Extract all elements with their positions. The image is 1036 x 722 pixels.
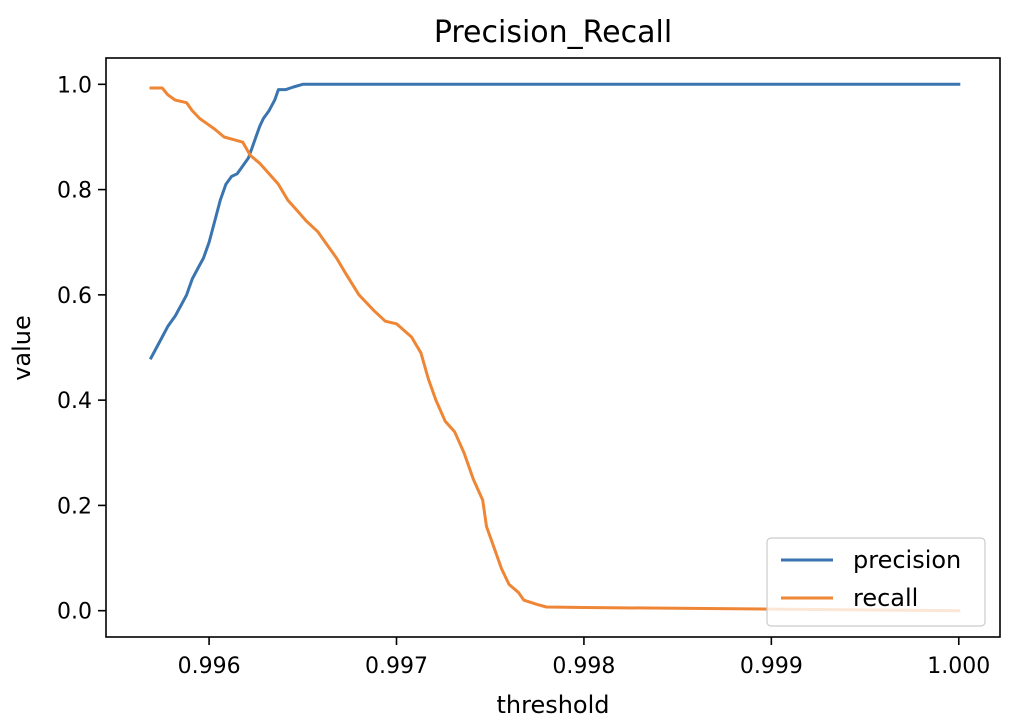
y-tick-label: 0.4	[57, 389, 92, 414]
y-tick-label: 0.8	[57, 179, 92, 204]
y-axis-label: value	[8, 315, 36, 381]
y-tick-label: 0.2	[57, 494, 92, 519]
chart-title: Precision_Recall	[434, 15, 672, 50]
series-layer	[148, 82, 961, 613]
y-tick-label: 0.0	[57, 600, 92, 625]
x-axis-ticks: 0.996 0.997 0.998 0.999 1.000	[178, 637, 990, 679]
x-tick-label: 0.998	[552, 654, 615, 679]
x-tick-label: 0.997	[365, 654, 428, 679]
x-tick-label: 1.000	[927, 654, 990, 679]
y-tick-label: 1.0	[57, 73, 92, 98]
legend-label-precision: precision	[853, 546, 961, 574]
legend: precision recall	[766, 537, 986, 627]
legend-label-recall: recall	[853, 584, 918, 612]
y-tick-label: 0.6	[57, 284, 92, 309]
x-tick-label: 0.996	[178, 654, 241, 679]
x-tick-label: 0.999	[740, 654, 803, 679]
series-line-recall	[149, 86, 961, 613]
series-line-precision	[148, 82, 961, 361]
y-axis-ticks: 0.0 0.2 0.4 0.6 0.8 1.0	[57, 73, 106, 625]
x-axis-label: threshold	[496, 691, 609, 719]
plot-frame	[105, 57, 1001, 638]
